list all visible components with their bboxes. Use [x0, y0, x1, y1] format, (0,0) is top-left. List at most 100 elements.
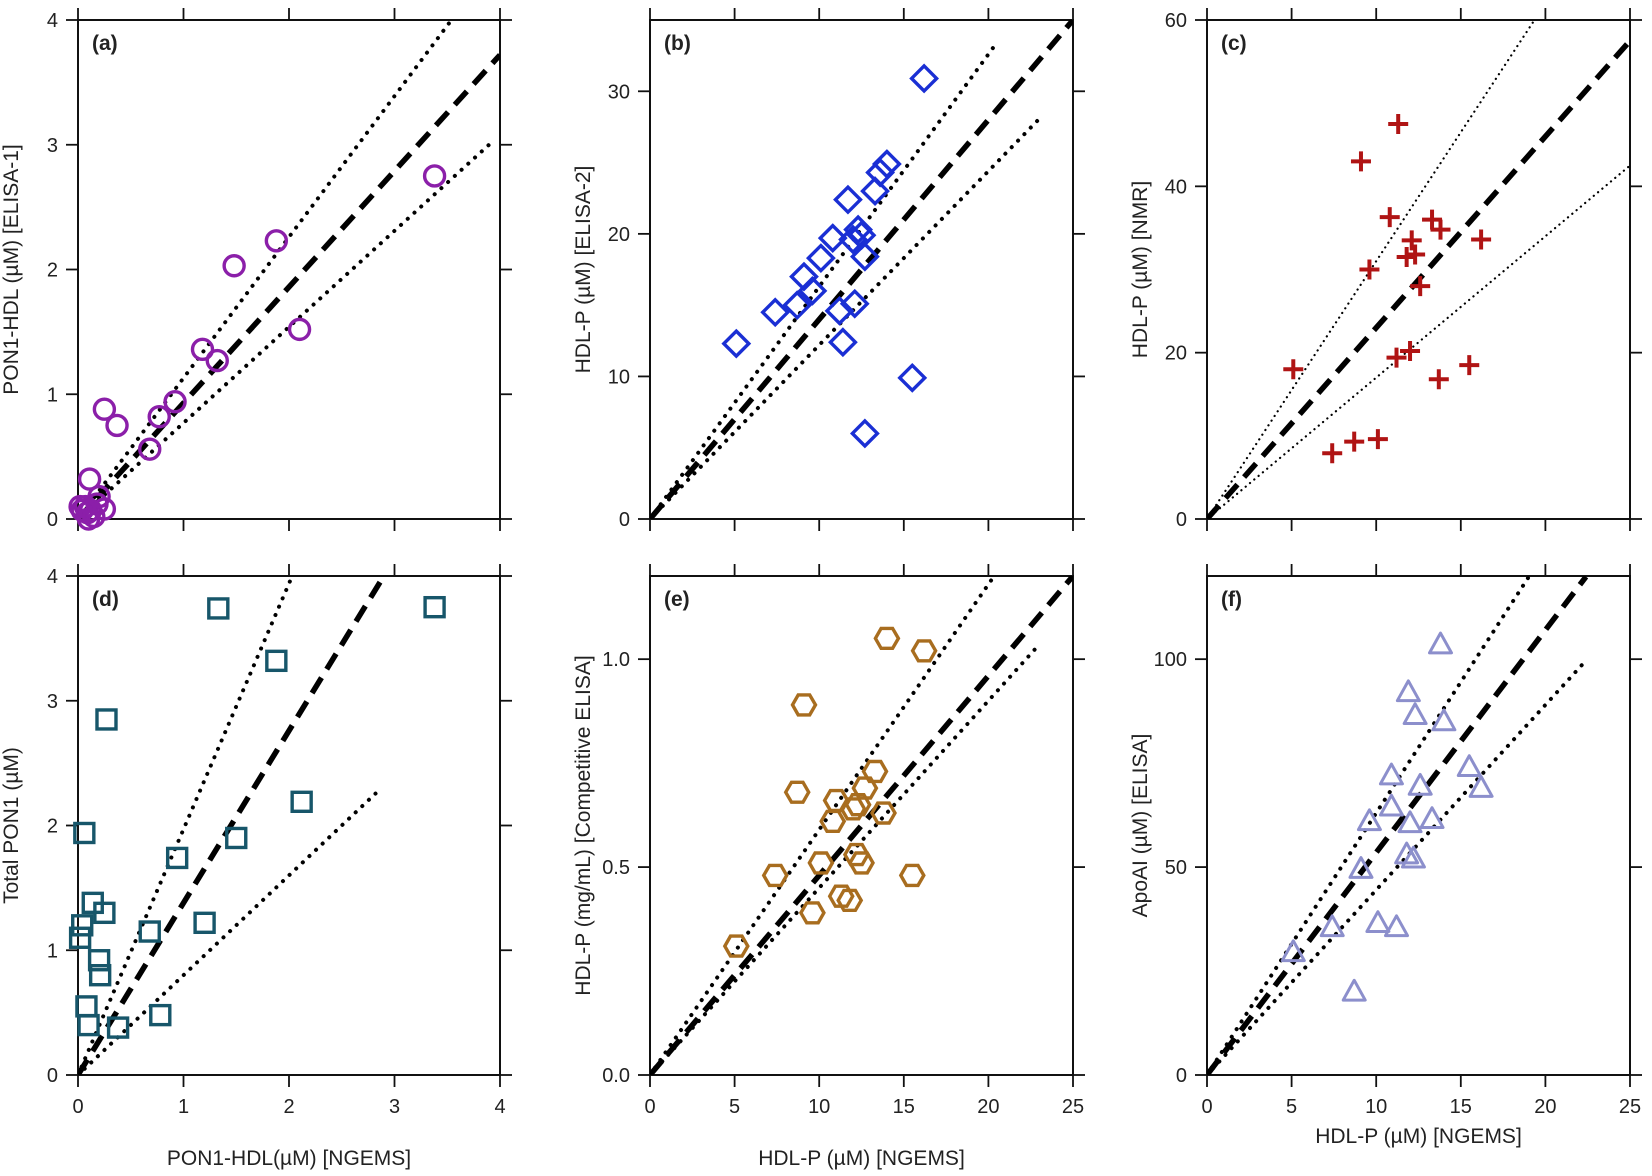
fit-line — [650, 576, 1073, 1075]
x-tick-label: 5 — [1286, 1096, 1297, 1118]
data-point — [790, 693, 818, 717]
data-point — [1378, 793, 1404, 817]
y-axis-title: HDL-P (µM) [NMR] — [1129, 181, 1152, 358]
x-tick-label: 0 — [644, 1096, 655, 1118]
data-point — [147, 405, 171, 429]
data-point — [1400, 845, 1426, 869]
data-point — [105, 413, 129, 438]
x-tick-label: 15 — [893, 1096, 915, 1118]
data-point — [797, 275, 828, 306]
data-point — [807, 851, 835, 875]
y-tick-label: 0.0 — [602, 1065, 630, 1087]
y-tick-label: 0 — [1176, 1065, 1187, 1087]
y-tick-label: 0 — [1176, 509, 1187, 531]
y-tick-label: 30 — [608, 81, 630, 103]
panel-f: 0 5 10 15 20 25 0 50 100 (f) ApoAI (µM) [ELISA] HDL… — [1129, 564, 1642, 1148]
data-point — [824, 295, 855, 326]
data-point — [1410, 276, 1431, 297]
y-axis-title: HDL-P (µM) [ELISA-2] — [572, 166, 595, 374]
data-point — [1431, 708, 1457, 732]
data-point — [827, 327, 858, 358]
x-axis-title: HDL-P (µM) [NGEMS] — [1315, 1125, 1522, 1148]
x-tick-label: 2 — [283, 1096, 294, 1118]
plot-frame — [649, 575, 1074, 1076]
fit-line — [78, 53, 500, 519]
data-point — [1379, 207, 1400, 228]
bound-line — [78, 137, 497, 519]
y-tick-label: 3 — [47, 691, 58, 713]
x-tick-label: 10 — [808, 1096, 830, 1118]
data-point — [873, 626, 901, 650]
y-tick-label: 50 — [1165, 857, 1187, 879]
panel-label: (c) — [1221, 32, 1247, 55]
y-tick-label: 20 — [1165, 343, 1187, 365]
panel-a: 0 1 2 3 4 (a) PON1-HDL (µM) [ELISA-1] — [0, 8, 512, 531]
y-tick-label: 0.5 — [602, 857, 630, 879]
reference-lines — [1207, 576, 1589, 1075]
data-point — [849, 418, 880, 449]
data-point — [77, 1013, 100, 1037]
data-point — [77, 467, 102, 491]
data-point — [1395, 679, 1421, 703]
plot-frame — [1206, 19, 1631, 520]
x-tick-label: 15 — [1450, 1096, 1472, 1118]
data-points — [721, 63, 940, 449]
data-point — [870, 801, 897, 825]
data-point — [839, 288, 870, 319]
panel-label: (f) — [1221, 588, 1242, 611]
data-point — [782, 290, 813, 321]
x-tick-label: 5 — [729, 1096, 740, 1118]
x-tick-label: 10 — [1365, 1096, 1387, 1118]
x-tick-label: 1 — [178, 1096, 189, 1118]
data-points — [1283, 113, 1492, 464]
data-point — [849, 241, 880, 272]
data-point — [838, 224, 868, 255]
data-point — [422, 164, 447, 188]
panel-label: (a) — [92, 32, 118, 55]
data-point — [73, 821, 96, 845]
y-axis-title: Total PON1 (µM) — [0, 747, 23, 904]
data-point — [1459, 355, 1480, 376]
data-points — [722, 626, 938, 958]
data-point — [848, 851, 875, 875]
data-point — [798, 901, 826, 925]
data-point — [1427, 631, 1453, 655]
data-point — [871, 149, 902, 179]
y-tick-label: 4 — [47, 566, 58, 588]
y-tick-label: 10 — [608, 366, 630, 388]
data-point — [898, 863, 926, 888]
x-tick-label: 0 — [1201, 1096, 1212, 1118]
data-point — [909, 63, 940, 94]
data-point — [205, 348, 229, 373]
y-tick-label: 3 — [47, 135, 58, 157]
y-tick-label: 2 — [47, 260, 58, 282]
data-point — [1365, 910, 1391, 933]
data-point — [1283, 359, 1304, 380]
data-point — [92, 497, 117, 521]
panel-b: 0 10 20 30 (b) HDL-P (µM) [ELISA-2] — [572, 8, 1085, 531]
data-point — [844, 793, 872, 817]
data-point — [1384, 914, 1410, 938]
data-point — [761, 863, 789, 888]
bound-line — [1207, 164, 1630, 519]
data-point — [1319, 914, 1345, 938]
data-point — [75, 995, 98, 1018]
data-point — [1359, 259, 1380, 280]
reference-lines — [650, 576, 1073, 1075]
panel-d: 0 1 2 3 4 0 1 2 3 4 (d) Total PON1 (µM) PON1-HDL(µM)… — [0, 564, 512, 1170]
data-point — [836, 888, 864, 912]
data-point — [1367, 429, 1388, 450]
data-point — [165, 846, 189, 870]
panel-e: 0 5 10 15 20 25 0.0 0.5 1.0 (e) HDL-P (mg/mL) [Com… — [572, 564, 1085, 1170]
data-point — [264, 229, 289, 253]
data-point — [88, 964, 112, 987]
plot-frame — [77, 575, 501, 1076]
data-point — [1471, 229, 1492, 250]
y-tick-label: 20 — [608, 224, 630, 246]
data-point — [92, 397, 117, 421]
y-tick-label: 0 — [47, 509, 58, 531]
x-tick-label: 25 — [1619, 1096, 1641, 1118]
data-point — [1350, 151, 1371, 172]
reference-lines — [78, 20, 500, 519]
